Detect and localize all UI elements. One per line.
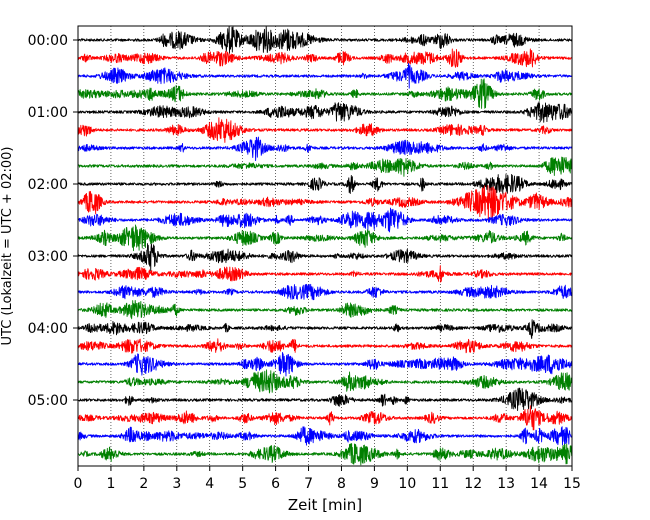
- x-tick-label: 3: [172, 476, 181, 492]
- seismic-trace: [77, 156, 573, 177]
- x-tick-label: 13: [497, 476, 515, 492]
- x-tick-label: 7: [304, 476, 313, 492]
- y-tick-label: 04:00: [28, 321, 68, 337]
- seismic-trace: [77, 352, 573, 377]
- seismic-trace: [77, 173, 573, 194]
- y-tick-label: 01:00: [28, 105, 68, 121]
- seismic-trace: [77, 443, 573, 466]
- seismic-trace: [77, 136, 573, 162]
- seismic-trace: [77, 319, 573, 339]
- x-axis-label: Zeit [min]: [288, 496, 362, 514]
- seismic-trace: [77, 387, 573, 411]
- x-tick-label: 12: [464, 476, 482, 492]
- y-axis: 00:00 01:00 02:00 03:00 04:00 05:00: [28, 33, 78, 409]
- x-tick-label: 9: [370, 476, 379, 492]
- seismic-trace: [77, 102, 573, 123]
- y-tick-label: 02:00: [28, 177, 68, 193]
- x-tick-label: 14: [530, 476, 548, 492]
- seismic-trace: [77, 338, 573, 354]
- x-tick-label: 15: [563, 476, 581, 492]
- x-tick-label: 10: [398, 476, 416, 492]
- seismic-trace: [77, 207, 573, 233]
- seismic-trace: [77, 243, 573, 272]
- seismic-trace: [77, 426, 573, 446]
- x-tick-label: 6: [271, 476, 280, 492]
- seismic-trace: [77, 26, 573, 54]
- y-axis-label: UTC (Lokalzeit = UTC + 02:00): [0, 147, 15, 346]
- seismic-trace: [77, 185, 573, 220]
- seismic-trace: [77, 117, 573, 143]
- seismic-trace: [77, 283, 573, 301]
- y-tick-label: 05:00: [28, 393, 68, 409]
- x-axis: 0 1 2 3 4 5 6 7 8 9 10 11 12 13 14 15: [74, 466, 581, 492]
- plot-frame: [77, 25, 573, 467]
- x-tick-label: 11: [431, 476, 449, 492]
- y-tick-label: 00:00: [28, 33, 68, 49]
- seismic-trace: [77, 405, 573, 431]
- x-tick-label: 0: [74, 476, 83, 492]
- x-tick-label: 4: [205, 476, 214, 492]
- x-tick-label: 8: [337, 476, 346, 492]
- seismic-trace: [77, 224, 573, 252]
- x-tick-label: 1: [106, 476, 115, 492]
- seismic-trace: [77, 78, 573, 109]
- seismic-trace: [77, 265, 573, 283]
- seismic-trace: [77, 48, 573, 68]
- seismic-trace: [77, 299, 573, 320]
- x-tick-label: 5: [238, 476, 247, 492]
- x-tick-label: 2: [139, 476, 148, 492]
- seismic-trace: [77, 369, 573, 394]
- seismic-trace: [77, 62, 573, 89]
- grid-lines: [110, 26, 540, 466]
- y-tick-label: 03:00: [28, 249, 68, 265]
- seismic-traces: [77, 26, 573, 466]
